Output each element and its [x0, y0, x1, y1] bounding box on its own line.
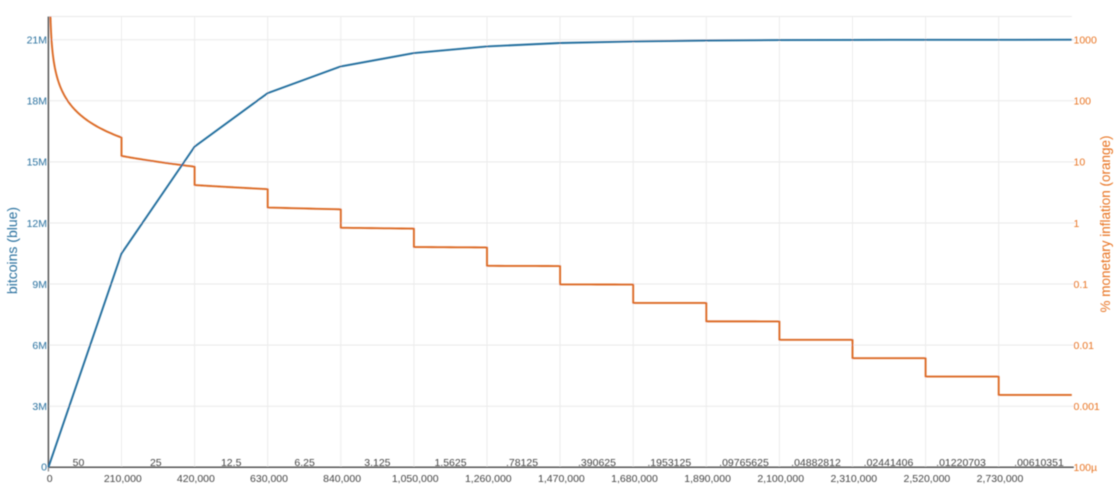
svg-text:2,310,000: 2,310,000 — [830, 473, 877, 485]
svg-text:1,470,000: 1,470,000 — [538, 473, 585, 485]
svg-text:.1953125: .1953125 — [647, 457, 691, 469]
svg-text:630,000: 630,000 — [250, 473, 288, 485]
svg-text:.02441406: .02441406 — [864, 457, 914, 469]
svg-text:21M: 21M — [27, 35, 47, 47]
svg-text:1,260,000: 1,260,000 — [465, 473, 512, 485]
svg-text:0: 0 — [41, 462, 47, 474]
svg-text:10: 10 — [1074, 157, 1086, 169]
svg-text:840,000: 840,000 — [323, 473, 361, 485]
svg-text:1,050,000: 1,050,000 — [392, 473, 439, 485]
svg-text:0.01: 0.01 — [1074, 340, 1095, 352]
svg-text:1,890,000: 1,890,000 — [684, 473, 731, 485]
svg-text:50: 50 — [73, 457, 85, 469]
svg-text:100: 100 — [1074, 96, 1092, 108]
svg-text:25: 25 — [150, 457, 162, 469]
svg-text:15M: 15M — [27, 157, 47, 169]
svg-text:0.001: 0.001 — [1074, 401, 1100, 413]
svg-text:0.1: 0.1 — [1074, 279, 1089, 291]
svg-text:.04882812: .04882812 — [791, 457, 841, 469]
svg-text:2,520,000: 2,520,000 — [904, 473, 951, 485]
svg-text:1: 1 — [1074, 218, 1080, 230]
svg-text:9M: 9M — [32, 279, 47, 291]
svg-text:2,730,000: 2,730,000 — [977, 473, 1024, 485]
svg-text:18M: 18M — [27, 96, 47, 108]
svg-text:.78125: .78125 — [506, 457, 538, 469]
svg-text:6M: 6M — [32, 340, 47, 352]
svg-text:420,000: 420,000 — [177, 473, 215, 485]
svg-text:2,100,000: 2,100,000 — [757, 473, 804, 485]
svg-text:.09765625: .09765625 — [719, 457, 769, 469]
svg-text:3M: 3M — [32, 401, 47, 413]
svg-text:210,000: 210,000 — [104, 473, 142, 485]
svg-text:.00610351: .00610351 — [1014, 457, 1064, 469]
svg-text:3.125: 3.125 — [364, 457, 390, 469]
svg-text:% monetary inflation (orange): % monetary inflation (orange) — [1098, 135, 1113, 312]
svg-text:1000: 1000 — [1074, 35, 1098, 47]
svg-text:12.5: 12.5 — [221, 457, 242, 469]
svg-text:.390625: .390625 — [578, 457, 616, 469]
svg-text:.01220703: .01220703 — [936, 457, 986, 469]
svg-text:0: 0 — [47, 473, 53, 485]
svg-text:100µ: 100µ — [1074, 462, 1098, 474]
svg-text:1,680,000: 1,680,000 — [611, 473, 658, 485]
svg-text:6.25: 6.25 — [294, 457, 315, 469]
svg-text:12M: 12M — [27, 218, 47, 230]
svg-text:bitcoins (blue): bitcoins (blue) — [4, 207, 20, 294]
svg-text:1.5625: 1.5625 — [434, 457, 466, 469]
